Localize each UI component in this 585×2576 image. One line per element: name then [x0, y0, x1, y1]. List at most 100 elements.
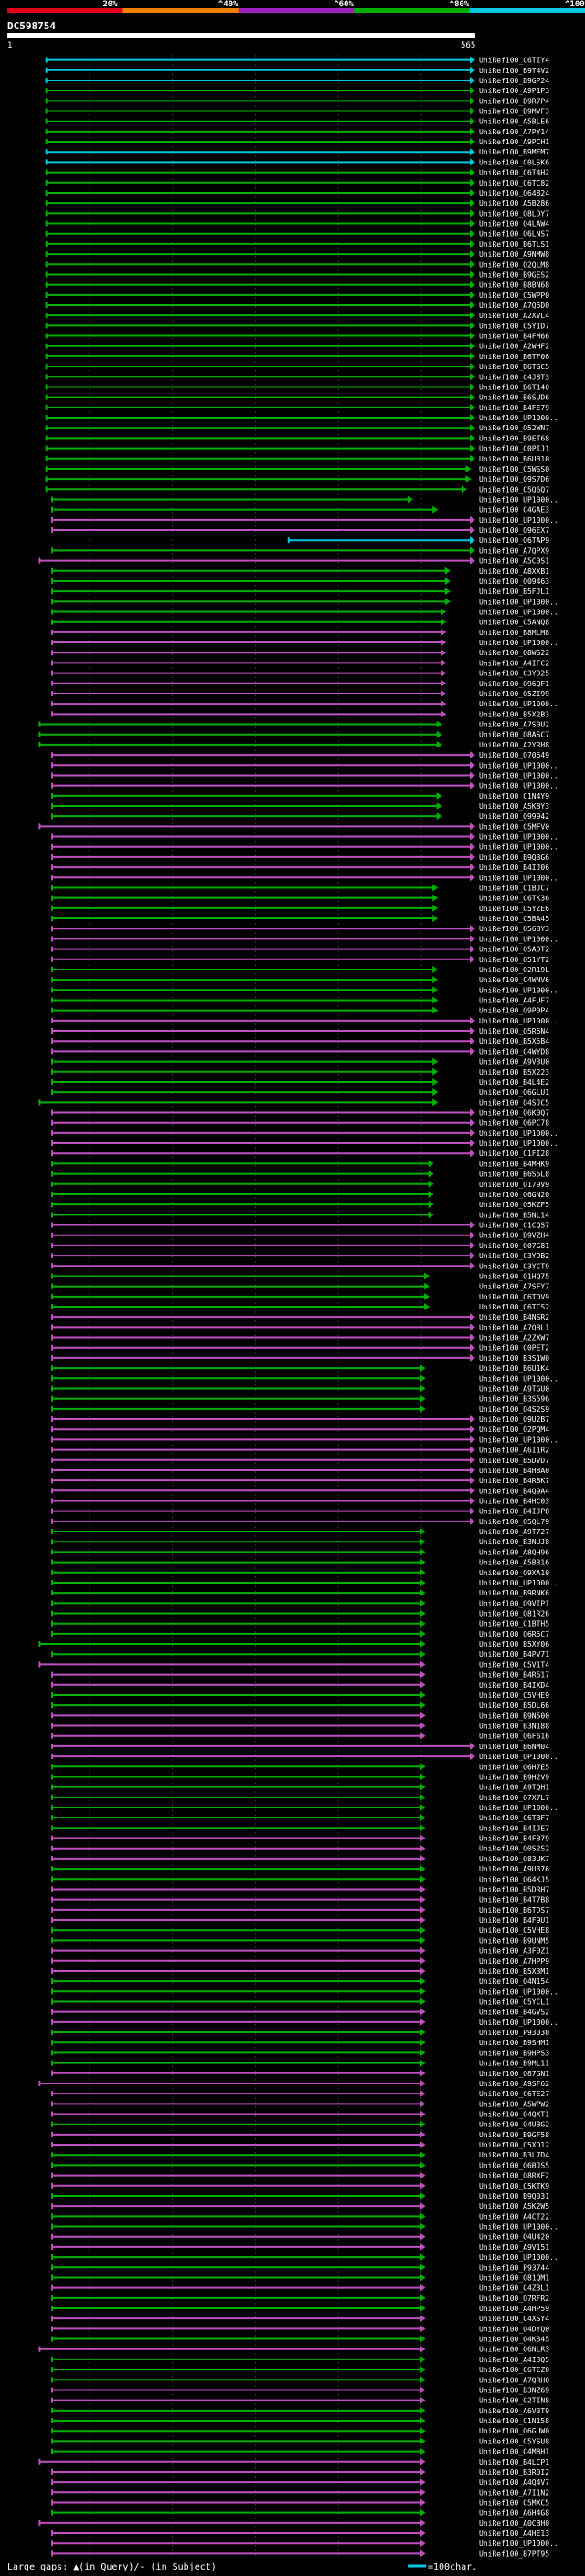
hit-row[interactable]: UniRef100_C1N4Y9: [51, 791, 549, 800]
hit-row[interactable]: UniRef100_UP1000..: [51, 781, 558, 790]
hit-row[interactable]: UniRef100_B9SHM1: [51, 2039, 549, 2047]
hit-row[interactable]: UniRef100_B9Q031: [51, 2191, 549, 2200]
hit-row[interactable]: UniRef100_B9MVF3: [45, 107, 550, 116]
hit-row[interactable]: UniRef100_C6TCS2: [51, 1303, 549, 1311]
hit-row[interactable]: UniRef100_Q9XA10: [51, 1568, 549, 1577]
hit-row[interactable]: UniRef100_Q9P0P4: [51, 1006, 549, 1015]
hit-row[interactable]: UniRef100_UP1000..: [51, 515, 558, 525]
hit-row[interactable]: UniRef100_B5X2B3: [51, 710, 549, 718]
hit-row[interactable]: UniRef100_B5NL14: [51, 1211, 549, 1219]
hit-row[interactable]: UniRef100_A4Q4V7: [51, 2478, 549, 2486]
hit-row[interactable]: UniRef100_B4GVS2: [51, 2008, 549, 2017]
hit-row[interactable]: UniRef100_B4FB79: [51, 1834, 549, 1843]
hit-row[interactable]: UniRef100_Q4SJC5: [38, 1098, 549, 1107]
hit-row[interactable]: UniRef100_A8QH96: [51, 1548, 549, 1556]
hit-row[interactable]: UniRef100_C6TBF7: [51, 1814, 549, 1822]
hit-row[interactable]: UniRef100_A4CT22: [51, 2212, 549, 2221]
hit-row[interactable]: UniRef100_B9RNK6: [51, 1589, 549, 1597]
hit-row[interactable]: UniRef100_UP1000..: [45, 414, 558, 422]
hit-row[interactable]: UniRef100_A6H4G8: [51, 2508, 549, 2518]
hit-row[interactable]: UniRef100_Q96EX7: [51, 526, 549, 535]
hit-row[interactable]: UniRef100_A5WPW2: [51, 2100, 549, 2108]
hit-row[interactable]: UniRef100_Q8WS22: [51, 649, 549, 657]
hit-row[interactable]: UniRef100_A4I3Q5: [51, 2355, 549, 2364]
hit-row[interactable]: UniRef100_B4IJP8: [51, 1507, 549, 1516]
hit-row[interactable]: UniRef100_B4FE79: [45, 403, 550, 412]
hit-row[interactable]: UniRef100_B3S1W0: [51, 1353, 549, 1362]
hit-row[interactable]: UniRef100_UP1000..: [51, 1436, 558, 1444]
hit-row[interactable]: UniRef100_UP1000..: [51, 639, 558, 647]
hit-row[interactable]: UniRef100_B6TF06: [45, 352, 550, 361]
hit-row[interactable]: UniRef100_B9GF58: [51, 2130, 549, 2139]
hit-row[interactable]: UniRef100_C5WSS0: [45, 464, 550, 473]
hit-row[interactable]: UniRef100_A7HPP9: [51, 1956, 549, 1966]
hit-row[interactable]: UniRef100_Q5QL79: [51, 1517, 549, 1526]
hit-row[interactable]: UniRef100_UP1000..: [51, 598, 558, 606]
hit-row[interactable]: UniRef100_C5YSU8: [51, 2437, 549, 2445]
hit-row[interactable]: UniRef100_UP1000..: [51, 1578, 558, 1587]
hit-row[interactable]: UniRef100_B9Q3G6: [51, 853, 549, 862]
hit-row[interactable]: UniRef100_B9UNM5: [51, 1936, 549, 1945]
hit-row[interactable]: UniRef100_B4HC03: [51, 1497, 549, 1505]
hit-row[interactable]: UniRef100_C5BA45: [51, 915, 549, 923]
hit-row[interactable]: UniRef100_B3S596: [51, 1394, 549, 1404]
hit-row[interactable]: UniRef100_Q09463: [51, 577, 549, 586]
hit-row[interactable]: UniRef100_B9GP24: [45, 76, 550, 85]
hit-row[interactable]: UniRef100_Q4LAW4: [45, 219, 550, 228]
hit-row[interactable]: UniRef100_C1BTH5: [51, 1619, 549, 1628]
hit-row[interactable]: UniRef100_C4J8T3: [45, 373, 550, 381]
hit-row[interactable]: UniRef100_UP1000..: [51, 1753, 558, 1761]
hit-row[interactable]: UniRef100_C6TEZ0: [51, 2366, 549, 2374]
hit-row[interactable]: UniRef100_Q6NLR3: [38, 2345, 549, 2354]
hit-row[interactable]: UniRef100_Q6TAP9: [287, 536, 550, 545]
hit-row[interactable]: UniRef100_B4LCP1: [38, 2457, 549, 2466]
hit-row[interactable]: UniRef100_Q83UK7: [51, 1854, 549, 1863]
hit-row[interactable]: UniRef100_B4FM66: [45, 332, 550, 341]
hit-row[interactable]: UniRef100_B9ET68: [45, 434, 550, 442]
hit-row[interactable]: UniRef100_A9TGU0: [51, 1384, 549, 1393]
hit-row[interactable]: UniRef100_B8MLM8: [51, 628, 549, 637]
hit-row[interactable]: UniRef100_A6I1R2: [51, 1446, 549, 1455]
hit-row[interactable]: UniRef100_B6U1K4: [51, 1364, 549, 1373]
hit-row[interactable]: UniRef100_Q4UBG2: [51, 2120, 549, 2129]
hit-row[interactable]: UniRef100_Q9U2B7: [51, 1415, 549, 1424]
hit-row[interactable]: UniRef100_C5V1T4: [38, 1660, 549, 1669]
hit-row[interactable]: UniRef100_Q6LNS7: [45, 229, 550, 239]
hit-row[interactable]: UniRef100_B6UB10: [45, 454, 550, 463]
hit-row[interactable]: UniRef100_A5B286: [45, 199, 550, 207]
hit-row[interactable]: UniRef100_UP1000..: [51, 1140, 558, 1148]
hit-row[interactable]: UniRef100_Q96QF1: [51, 679, 549, 688]
hit-row[interactable]: UniRef100_B5DRH7: [51, 1885, 549, 1893]
hit-row[interactable]: UniRef100_Q5R6N4: [51, 1027, 549, 1035]
hit-row[interactable]: UniRef100_UP1000..: [51, 1016, 558, 1025]
hit-row[interactable]: UniRef100_Q6GLU1: [51, 1088, 549, 1097]
hit-row[interactable]: UniRef100_B6SUD6: [45, 393, 550, 402]
hit-row[interactable]: UniRef100_A9T727: [51, 1528, 549, 1536]
hit-row[interactable]: UniRef100_A6V3T9: [51, 2406, 549, 2415]
hit-row[interactable]: UniRef100_A5BLE6: [45, 117, 550, 126]
hit-row[interactable]: UniRef100_Q87GN1: [51, 2069, 549, 2078]
hit-row[interactable]: UniRef100_B9H2V9: [51, 1773, 549, 1781]
hit-row[interactable]: UniRef100_B4NSR2: [51, 1313, 549, 1321]
hit-row[interactable]: UniRef100_C5MFV0: [38, 822, 549, 831]
hit-row[interactable]: UniRef100_C5YCL1: [51, 1998, 549, 2006]
hit-row[interactable]: UniRef100_C3Y9B2: [51, 1252, 549, 1260]
hit-row[interactable]: UniRef100_B6T140: [45, 383, 550, 391]
hit-row[interactable]: UniRef100_Q0S2S2: [51, 1844, 549, 1853]
hit-row[interactable]: UniRef100_C4WYD8: [51, 1047, 549, 1055]
hit-row[interactable]: UniRef100_C1CQS7: [51, 1221, 549, 1230]
hit-row[interactable]: UniRef100_UP1000..: [51, 1988, 558, 1996]
hit-row[interactable]: UniRef100_Q56BY3: [51, 925, 549, 933]
hit-row[interactable]: UniRef100_A7SFY7: [51, 1282, 549, 1291]
hit-row[interactable]: UniRef100_C5Y1D7: [45, 322, 550, 330]
hit-row[interactable]: UniRef100_Q2R19L: [51, 965, 549, 974]
hit-row[interactable]: UniRef100_B8BN68: [45, 281, 550, 290]
hit-row[interactable]: UniRef100_C4Z3L1: [51, 2284, 549, 2293]
hit-row[interactable]: UniRef100_Q6BJS5: [51, 2161, 549, 2169]
hit-row[interactable]: UniRef100_B6NM04: [51, 1742, 549, 1751]
hit-row[interactable]: UniRef100_B3N188: [51, 1722, 549, 1731]
hit-row[interactable]: UniRef100_Q51YT2: [51, 955, 549, 964]
hit-row[interactable]: UniRef100_A9V151: [51, 2242, 549, 2252]
hit-row[interactable]: UniRef100_A7QPX9: [51, 546, 549, 555]
hit-row[interactable]: UniRef100_Q9S7D6: [45, 475, 550, 483]
